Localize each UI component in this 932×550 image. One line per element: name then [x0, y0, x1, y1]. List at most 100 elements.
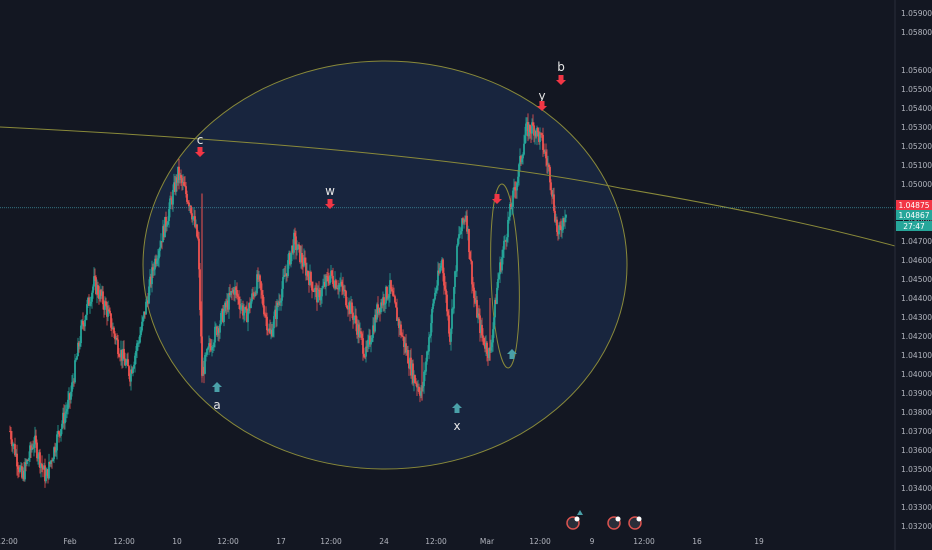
price-axis[interactable]: 1.05900 1.05800 1.05600 1.05500 1.05400 1.053… — [901, 9, 932, 531]
candle-body — [147, 300, 149, 304]
candle-body — [150, 276, 152, 285]
candle-body — [141, 321, 143, 331]
candle-body — [497, 279, 499, 288]
candle-body — [386, 286, 388, 299]
candle-body — [178, 166, 180, 181]
candle-body — [561, 229, 563, 231]
candle-body — [242, 305, 244, 316]
candle-body — [494, 299, 496, 318]
candle-body — [401, 335, 403, 337]
candle-body — [56, 434, 58, 451]
candle-body — [406, 350, 408, 353]
candle-body — [268, 328, 270, 331]
candle-body — [238, 296, 240, 304]
candle-body — [206, 349, 208, 355]
candle-body — [434, 292, 436, 300]
candle-body — [288, 252, 290, 261]
candle-body — [207, 347, 209, 350]
price-tick-label: 1.05100 — [901, 161, 932, 170]
trend-curve[interactable] — [0, 126, 896, 247]
candle-body — [370, 341, 372, 345]
candle-body — [34, 435, 36, 445]
time-axis[interactable]: 12:00 Feb 12:00 10 12:00 17 12:00 24 12:00 Mar 12:… — [0, 537, 764, 546]
time-tick-label: 9 — [590, 537, 595, 546]
candle-body — [328, 281, 330, 284]
candle-body — [189, 205, 191, 207]
candle-body — [40, 463, 42, 468]
candle-body — [411, 363, 413, 376]
candle-body — [312, 290, 314, 292]
candle-body — [267, 330, 269, 331]
small-ellipse[interactable] — [488, 183, 522, 369]
time-tick-label: 19 — [754, 537, 764, 546]
candle-body — [472, 284, 474, 288]
candle-body — [457, 238, 459, 246]
candle-body — [319, 290, 321, 301]
candle-body — [371, 337, 373, 342]
candle-body — [372, 325, 374, 338]
candle-body — [357, 324, 359, 335]
candle-body — [537, 127, 539, 133]
candle-body — [289, 252, 291, 265]
candle-body — [122, 348, 124, 361]
candle-body — [563, 218, 565, 223]
candle-body — [418, 386, 420, 392]
candle-body — [380, 302, 382, 313]
candle-body — [470, 259, 472, 262]
candle-body — [429, 335, 431, 338]
candle-body — [126, 359, 128, 363]
candle-body — [234, 287, 236, 295]
event-count-icon — [636, 516, 642, 522]
arrow-down-icon — [556, 75, 566, 85]
candle-body — [441, 259, 443, 266]
candle-body — [400, 324, 402, 336]
candle-body — [127, 359, 129, 367]
candle-body — [301, 253, 303, 263]
candle-body — [198, 238, 200, 270]
candle-body — [449, 333, 451, 342]
candle-body — [321, 288, 323, 297]
candle-body — [419, 391, 421, 396]
candle-body — [433, 299, 435, 304]
candle-body — [66, 409, 68, 412]
candle-body — [500, 262, 502, 271]
candle-body — [291, 245, 293, 253]
candle-body — [427, 351, 429, 353]
price-tick-label: 1.04700 — [901, 237, 932, 246]
candle-body — [385, 286, 387, 304]
candle-body — [273, 316, 275, 329]
candle-body — [329, 275, 331, 284]
candle-body — [488, 347, 490, 358]
arrow-down-icon — [537, 101, 547, 111]
candle-body — [46, 469, 48, 476]
price-tick-label: 1.04500 — [901, 275, 932, 284]
candle-body — [308, 276, 310, 285]
candle-body — [465, 215, 467, 220]
candle-body — [110, 313, 112, 328]
candle-body — [412, 363, 414, 383]
candle-body — [192, 217, 194, 220]
candle-body — [104, 301, 106, 310]
candle-body — [346, 305, 348, 309]
candle-body — [33, 444, 35, 449]
candle-body — [490, 347, 492, 351]
candle-body — [107, 309, 109, 317]
candle-body — [10, 431, 12, 440]
candle-body — [277, 302, 279, 306]
candle-body — [502, 249, 504, 258]
candle-body — [481, 324, 483, 336]
candle-body — [212, 346, 214, 348]
candle-body — [123, 348, 125, 359]
candle-body — [67, 399, 69, 410]
candle-body — [26, 460, 28, 465]
candle-body — [381, 302, 383, 306]
candle-body — [467, 228, 469, 232]
event-icons[interactable] — [566, 510, 642, 530]
candle-body — [32, 447, 34, 449]
candle-body — [29, 445, 31, 458]
candle-body — [541, 133, 543, 135]
candle-body — [466, 215, 468, 232]
price-tick-label: 1.03600 — [901, 446, 932, 455]
candle-body — [264, 314, 266, 316]
